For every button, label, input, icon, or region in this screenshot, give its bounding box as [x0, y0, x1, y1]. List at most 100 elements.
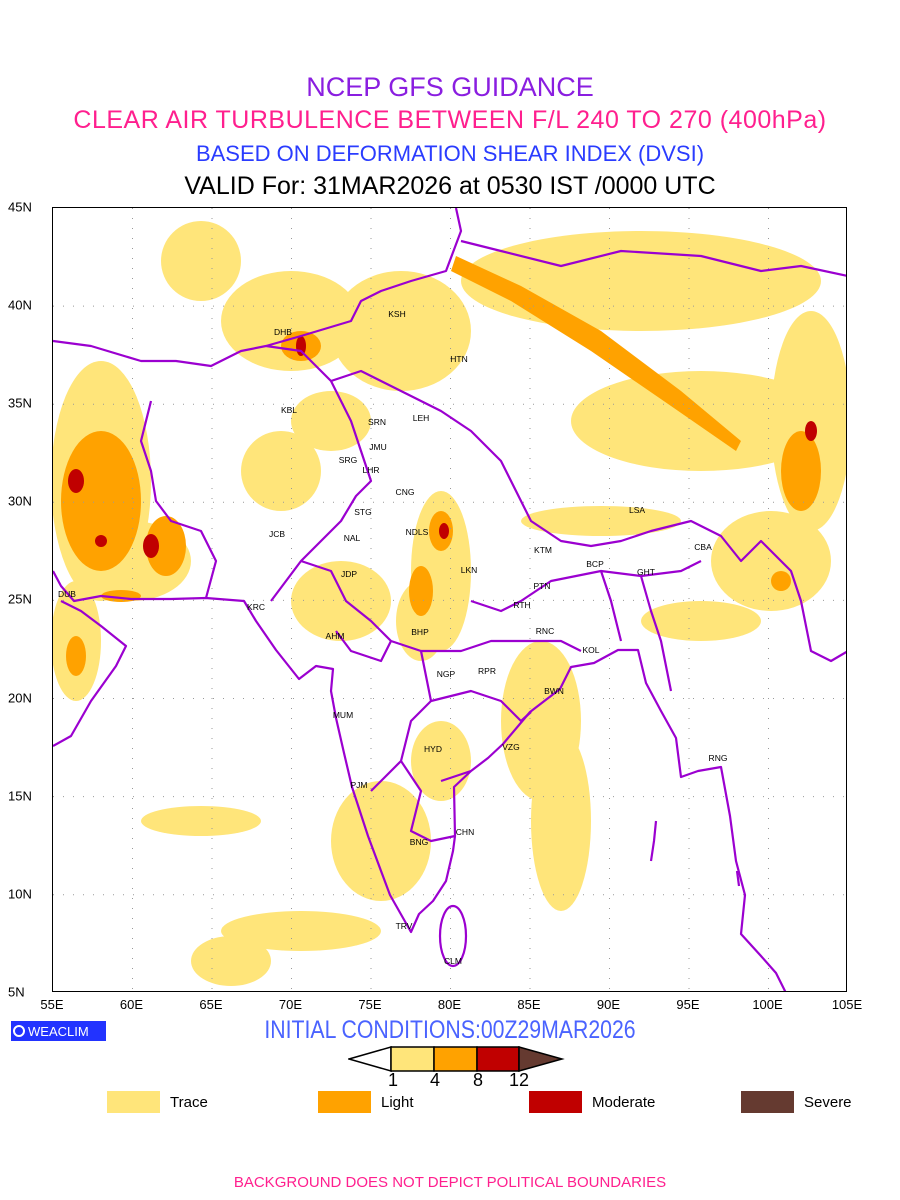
- disclaimer: BACKGROUND DOES NOT DEPICT POLITICAL BOU…: [233, 1174, 667, 1191]
- city-label: JDP: [340, 569, 358, 579]
- city-label: SRG: [338, 455, 358, 465]
- turbulence-patch: [291, 561, 391, 641]
- colorbar-moderate: [476, 1046, 520, 1072]
- turbulence-patch: [291, 391, 371, 451]
- weaclim-logo: WEACLIM: [11, 1021, 106, 1041]
- arabia-coast: [53, 600, 128, 747]
- turbulence-patch: [396, 581, 446, 661]
- latitude-label: 5N: [8, 984, 25, 1000]
- legend-swatch: [318, 1091, 371, 1113]
- longitude-label: 90E: [596, 997, 621, 1012]
- chart-subtitle: CLEAR AIR TURBULENCE BETWEEN F/L 240 TO …: [73, 106, 827, 134]
- turbulence-patch: [641, 601, 761, 641]
- china-north-line: [460, 239, 846, 277]
- chart-title: NCEP GFS GUIDANCE: [306, 72, 594, 102]
- legend-trace: Trace: [107, 1091, 208, 1113]
- longitude-label: 85E: [517, 997, 541, 1012]
- turbulence-patch: [711, 511, 831, 611]
- valid-time: VALID For: 31MAR2026 at 0530 IST /0000 U…: [184, 172, 716, 200]
- legend-label: Severe: [804, 1093, 852, 1111]
- legend-swatch: [529, 1091, 582, 1113]
- india-north-boundary: [265, 344, 373, 602]
- city-label: JMU: [369, 442, 387, 452]
- city-label: LSA: [628, 505, 646, 515]
- city-label: NAL: [343, 533, 361, 543]
- colorbar-trace: [390, 1046, 435, 1072]
- himalaya-boundary: [330, 369, 846, 663]
- colorbar-below-arrow: [348, 1046, 392, 1072]
- turbulence-patch: [95, 535, 107, 547]
- city-label: CNG: [395, 487, 415, 497]
- legend-swatch: [741, 1091, 794, 1113]
- andaman-islands: [649, 820, 741, 887]
- turbulence-patch: [221, 911, 381, 951]
- turbulence-patch: [771, 571, 791, 591]
- turbulence-patch: [161, 221, 241, 301]
- boundaries: [53, 208, 846, 991]
- turbulence-patch: [143, 534, 159, 558]
- turbulence-patch: [461, 231, 821, 331]
- turbulence-patch: [241, 431, 321, 511]
- map-canvas: [53, 208, 846, 991]
- turbulence-patch: [781, 431, 821, 511]
- city-label: KTM: [534, 545, 552, 555]
- turbulence-patch: [521, 506, 681, 536]
- sri-lanka: [438, 904, 468, 968]
- city-label: VZG: [502, 742, 520, 752]
- legend-severe: Severe: [741, 1091, 852, 1113]
- city-label: SRN: [368, 417, 386, 427]
- turbulence-patch: [531, 731, 591, 911]
- turbulence-patch: [411, 721, 471, 801]
- city-label: RPR: [478, 666, 496, 676]
- latitude-label: 35N: [8, 395, 32, 411]
- city-label: RNC: [535, 626, 555, 636]
- turbulence-patch: [331, 781, 431, 901]
- city-label: KOL: [582, 645, 600, 655]
- latitude-label: 10N: [8, 886, 32, 902]
- turbulence-patch: [805, 421, 817, 441]
- longitude-label: 75E: [358, 997, 382, 1012]
- city-label: LKN: [460, 565, 478, 575]
- city-label: BNG: [409, 837, 429, 847]
- turbulence-patch: [221, 271, 361, 371]
- colorbar-tick: 4: [429, 1070, 441, 1090]
- city-label: NGP: [436, 669, 456, 679]
- turbulence-map: KSH DHB HTN KBL SRN LEH JMU SRG LHR CNG STG JCB NAL N…: [52, 207, 847, 992]
- longitude-label: 70E: [278, 997, 303, 1012]
- colorbar-light: [433, 1046, 478, 1072]
- jet-turbulence-band: [451, 256, 741, 451]
- turbulence-patch: [66, 636, 86, 676]
- legend-label: Moderate: [592, 1093, 656, 1111]
- longitude-label: 60E: [119, 997, 144, 1012]
- city-label: KBL: [280, 405, 298, 415]
- city-label: AHM: [325, 631, 345, 641]
- city-label: HYD: [424, 744, 442, 754]
- turbulence-patch: [439, 523, 449, 539]
- latitude-label: 40N: [8, 297, 32, 313]
- city-label: MUM: [332, 710, 354, 720]
- turbulence-patch: [61, 431, 141, 571]
- longitude-label: 100E: [752, 997, 783, 1012]
- colorbar-severe-arrow: [518, 1046, 565, 1072]
- colorbar-tick: 8: [472, 1070, 484, 1090]
- turbulence-fields: [53, 221, 846, 986]
- colorbar-tick: 1: [387, 1070, 399, 1090]
- legend-swatch: [107, 1091, 160, 1113]
- colorbar-tick: 12: [508, 1070, 530, 1090]
- latitude-label: 45N: [8, 199, 32, 215]
- longitude-label: 80E: [437, 997, 462, 1012]
- legend-label: Trace: [170, 1093, 208, 1111]
- turbulence-patch: [191, 936, 271, 986]
- longitude-label: 95E: [676, 997, 700, 1012]
- city-label: KRC: [247, 602, 265, 612]
- city-label: GHT: [637, 567, 655, 577]
- logo-text: WEACLIM: [28, 1023, 89, 1039]
- city-label: CBA: [694, 542, 712, 552]
- city-label: DHB: [274, 327, 292, 337]
- city-label: LHR: [362, 465, 380, 475]
- city-label: HTN: [450, 354, 468, 364]
- city-label: JCB: [268, 529, 286, 539]
- west-coastline: [53, 570, 787, 991]
- turbulence-patch: [146, 516, 186, 576]
- longitude-label: 55E: [40, 997, 64, 1012]
